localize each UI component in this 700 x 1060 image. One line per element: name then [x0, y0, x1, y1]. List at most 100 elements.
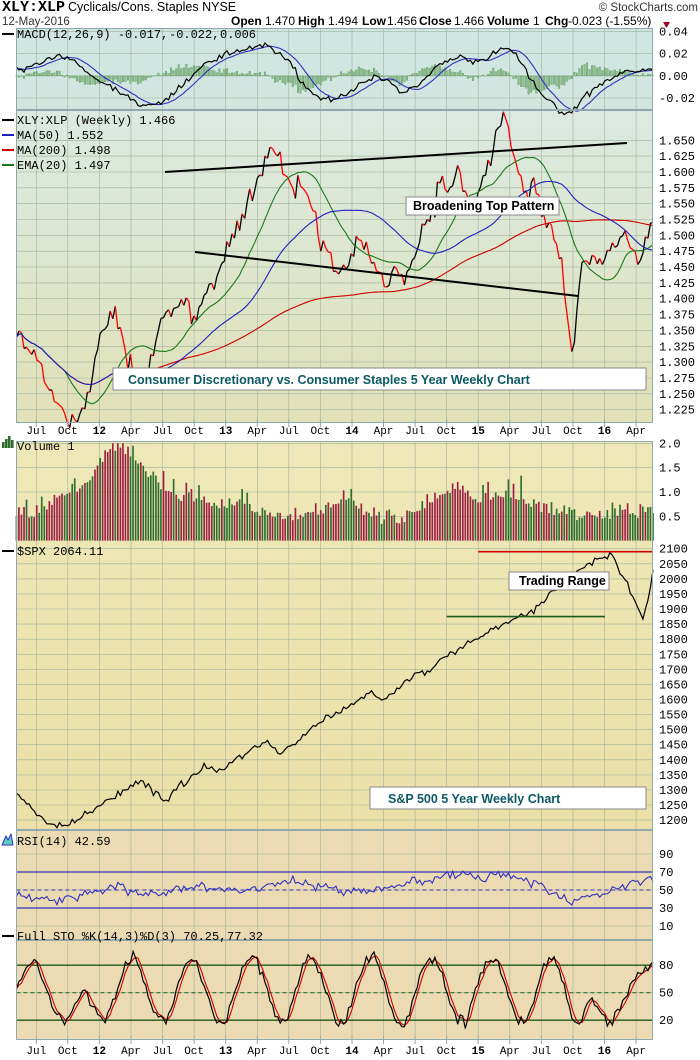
svg-text:1250: 1250: [659, 799, 688, 813]
svg-text:1.650: 1.650: [659, 134, 695, 148]
svg-text:XLY:XLP: XLY:XLP: [2, 0, 65, 16]
svg-text:1.275: 1.275: [659, 372, 695, 386]
svg-text:90: 90: [659, 848, 673, 862]
svg-text:13: 13: [219, 426, 233, 438]
svg-text:70: 70: [659, 866, 673, 880]
svg-text:Jul: Jul: [531, 1046, 551, 1058]
svg-text:12-May-2016: 12-May-2016: [2, 16, 70, 28]
svg-text:1700: 1700: [659, 663, 688, 677]
svg-text:1.494: 1.494: [328, 14, 358, 28]
svg-text:0.04: 0.04: [659, 26, 688, 40]
svg-text:1.5: 1.5: [659, 462, 681, 476]
svg-text:-0.023 (-1.55%): -0.023 (-1.55%): [568, 14, 651, 28]
svg-text:1550: 1550: [659, 709, 688, 723]
svg-text:1350: 1350: [659, 769, 688, 783]
svg-text:1.525: 1.525: [659, 214, 695, 228]
svg-text:50: 50: [659, 884, 673, 898]
svg-text:Open: Open: [231, 14, 262, 28]
svg-text:Oct: Oct: [58, 1046, 78, 1058]
svg-text:Oct: Oct: [58, 426, 78, 438]
svg-text:1.225: 1.225: [659, 404, 695, 418]
svg-text:Jul: Jul: [26, 1046, 46, 1058]
svg-text:Oct: Oct: [310, 426, 330, 438]
svg-text:Jul: Jul: [279, 1046, 299, 1058]
svg-text:77.32: 77.32: [227, 930, 263, 944]
svg-text:1.350: 1.350: [659, 324, 695, 338]
svg-text:15: 15: [472, 426, 486, 438]
svg-text:1.466: 1.466: [454, 14, 484, 28]
svg-text:2100: 2100: [659, 543, 688, 557]
svg-text:0.006: 0.006: [220, 28, 256, 42]
svg-text:EMA(20) 1.497: EMA(20) 1.497: [17, 159, 111, 173]
svg-text:Apr: Apr: [121, 426, 141, 438]
svg-text:RSI(14) 42.59: RSI(14) 42.59: [17, 835, 111, 849]
svg-text:Oct: Oct: [184, 1046, 204, 1058]
svg-text:Trading Range: Trading Range: [519, 574, 606, 588]
svg-text:Jul: Jul: [279, 426, 299, 438]
svg-text:Cyclicals/Cons. Staples NYSE: Cyclicals/Cons. Staples NYSE: [68, 0, 236, 14]
svg-text:1.375: 1.375: [659, 309, 695, 323]
svg-text:1450: 1450: [659, 739, 688, 753]
svg-text:1800: 1800: [659, 633, 688, 647]
svg-text:© StockCharts.com: © StockCharts.com: [599, 2, 698, 14]
svg-text:S&P 500 5 Year Weekly Chart: S&P 500 5 Year Weekly Chart: [388, 792, 561, 806]
svg-text:1: 1: [533, 14, 540, 28]
svg-text:Volume 1: Volume 1: [17, 440, 75, 454]
svg-text:1.0: 1.0: [659, 486, 681, 500]
svg-text:$SPX 2064.11: $SPX 2064.11: [17, 545, 103, 559]
svg-text:Apr: Apr: [247, 426, 267, 438]
svg-text:-0.02: -0.02: [659, 92, 695, 106]
svg-text:Consumer Discretionary vs. Con: Consumer Discretionary vs. Consumer Stap…: [128, 373, 531, 387]
svg-text:1950: 1950: [659, 588, 688, 602]
svg-text:15: 15: [472, 1046, 486, 1058]
svg-text:2050: 2050: [659, 558, 688, 572]
svg-text:1750: 1750: [659, 648, 688, 662]
svg-text:MACD(12,26,9) -0.017,: MACD(12,26,9) -0.017,: [17, 28, 168, 42]
svg-text:1650: 1650: [659, 678, 688, 692]
svg-text:MA(50) 1.552: MA(50) 1.552: [17, 129, 103, 143]
svg-text:Broadening Top Pattern: Broadening Top Pattern: [413, 199, 554, 213]
svg-text:1600: 1600: [659, 694, 688, 708]
svg-text:Volume: Volume: [487, 14, 530, 28]
svg-text:14: 14: [345, 426, 359, 438]
svg-text:16: 16: [598, 426, 611, 438]
svg-text:12: 12: [93, 426, 106, 438]
svg-text:Full STO %K(14,3): Full STO %K(14,3): [17, 930, 139, 944]
svg-text:1300: 1300: [659, 784, 688, 798]
svg-text:Low: Low: [362, 14, 387, 28]
svg-text:1.400: 1.400: [659, 293, 695, 307]
svg-text:1.550: 1.550: [659, 198, 695, 212]
svg-text:Oct: Oct: [437, 1046, 457, 1058]
svg-text:Apr: Apr: [121, 1046, 141, 1058]
svg-text:1850: 1850: [659, 618, 688, 632]
svg-text:Oct: Oct: [184, 426, 204, 438]
svg-text:0.5: 0.5: [659, 510, 681, 524]
svg-text:Jul: Jul: [531, 426, 551, 438]
svg-text:Apr: Apr: [626, 1046, 646, 1058]
svg-text:%D(3) 70.25,: %D(3) 70.25,: [140, 930, 226, 944]
svg-text:1.425: 1.425: [659, 277, 695, 291]
svg-text:Apr: Apr: [374, 1046, 394, 1058]
svg-text:1.575: 1.575: [659, 182, 695, 196]
svg-text:Apr: Apr: [500, 426, 520, 438]
svg-text:16: 16: [598, 1046, 611, 1058]
svg-text:13: 13: [219, 1046, 233, 1058]
svg-text:Apr: Apr: [247, 1046, 267, 1058]
svg-text:1.600: 1.600: [659, 166, 695, 180]
svg-text:1900: 1900: [659, 603, 688, 617]
svg-text:Oct: Oct: [563, 426, 583, 438]
svg-text:0.00: 0.00: [659, 70, 688, 84]
svg-text:14: 14: [345, 1046, 359, 1058]
svg-text:Apr: Apr: [374, 426, 394, 438]
svg-text:Close: Close: [419, 14, 452, 28]
svg-text:1.470: 1.470: [265, 14, 295, 28]
svg-text:2000: 2000: [659, 573, 688, 587]
svg-text:MA(200) 1.498: MA(200) 1.498: [17, 144, 111, 158]
svg-text:Chg: Chg: [545, 14, 568, 28]
svg-text:Jul: Jul: [405, 1046, 425, 1058]
svg-text:Jul: Jul: [405, 426, 425, 438]
svg-text:XLY:XLP (Weekly) 1.466: XLY:XLP (Weekly) 1.466: [17, 114, 175, 128]
svg-text:Apr: Apr: [500, 1046, 520, 1058]
svg-text:0.02: 0.02: [659, 48, 688, 62]
svg-text:1.450: 1.450: [659, 261, 695, 275]
